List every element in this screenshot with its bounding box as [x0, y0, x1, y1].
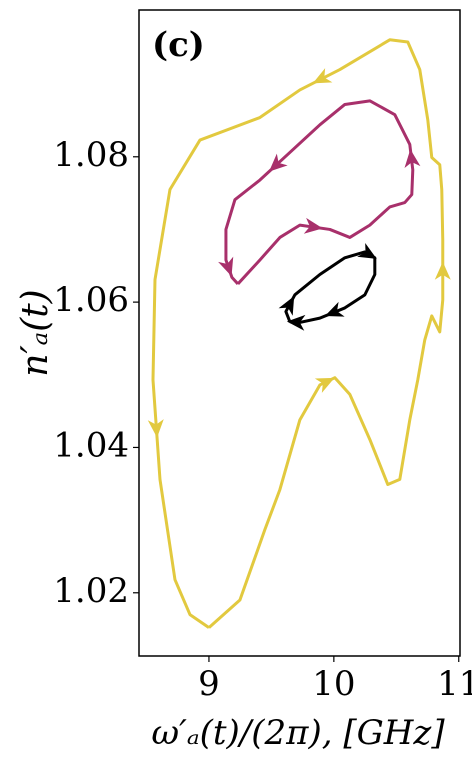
direction-arrow: [147, 419, 164, 438]
x-tick-label: 10: [312, 664, 355, 704]
direction-arrow: [357, 242, 377, 259]
direction-arrow: [434, 261, 451, 280]
y-axis-label: n′ₐ(t): [15, 289, 56, 376]
direction-arrow: [303, 217, 323, 234]
x-tick-label: 11: [437, 664, 472, 704]
plot-frame: [138, 9, 461, 657]
direction-arrow: [278, 296, 295, 316]
trajectory: [224, 99, 415, 285]
x-tick-label: 9: [198, 664, 220, 704]
y-tick-label: 1.08: [53, 135, 129, 175]
y-tick-label: 1.06: [53, 280, 129, 320]
direction-arrow: [324, 301, 345, 317]
direction-arrow: [312, 68, 333, 84]
x-axis-label: ω′ₐ(t)/(2π), [GHz]: [151, 713, 445, 753]
direction-arrow: [218, 256, 234, 277]
direction-arrow: [286, 314, 306, 331]
trajectory: [151, 38, 445, 629]
direction-arrow: [314, 377, 335, 393]
y-tick-label: 1.04: [53, 425, 129, 465]
direction-arrow: [404, 149, 421, 169]
y-tick-label: 1.02: [53, 571, 129, 611]
panel-label: (c): [152, 25, 205, 65]
direction-arrow: [269, 153, 288, 172]
